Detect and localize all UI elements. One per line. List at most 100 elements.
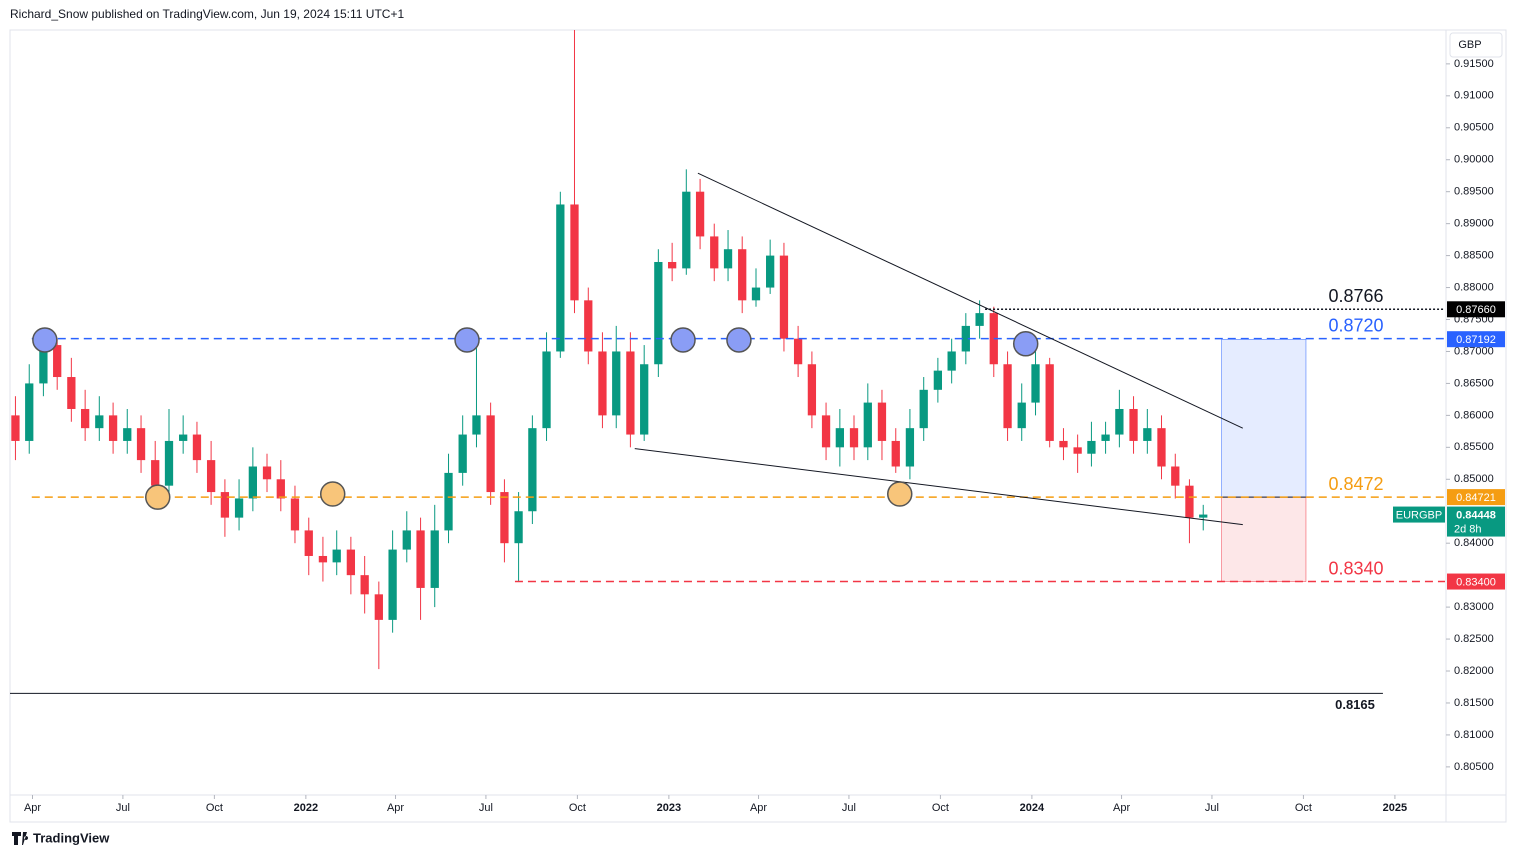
y-tick-label: 0.90000 bbox=[1454, 154, 1494, 166]
candle-body bbox=[290, 498, 300, 531]
candle-body bbox=[234, 498, 244, 518]
candle-body bbox=[626, 351, 635, 435]
touch-point bbox=[32, 327, 58, 353]
candle-body bbox=[1087, 440, 1096, 454]
candle-body bbox=[710, 236, 719, 269]
candle-body bbox=[486, 415, 495, 493]
candle-body bbox=[248, 466, 257, 499]
candle-body bbox=[598, 351, 607, 416]
candle-body bbox=[1059, 440, 1068, 448]
candle-body bbox=[905, 428, 915, 467]
brand-logo[interactable] bbox=[12, 832, 29, 845]
price-tag bbox=[1447, 573, 1505, 590]
candle-body bbox=[751, 287, 761, 301]
y-tick-label: 0.80500 bbox=[1454, 761, 1494, 773]
candle-body bbox=[1017, 402, 1026, 429]
price-tag-label: 0.87660 bbox=[1456, 304, 1496, 316]
price-tag-label: 0.84721 bbox=[1456, 492, 1496, 504]
y-tick-label: 0.86500 bbox=[1454, 377, 1494, 389]
x-tick-label: Apr bbox=[1113, 802, 1130, 814]
y-tick-label: 0.81000 bbox=[1454, 729, 1494, 741]
candle-body bbox=[458, 434, 467, 473]
countdown-label: 2d 8h bbox=[1454, 523, 1482, 535]
candle-body bbox=[668, 261, 677, 269]
y-tick-label: 0.88000 bbox=[1454, 281, 1494, 293]
candle-body bbox=[430, 530, 439, 588]
candle-body bbox=[919, 389, 928, 429]
price-tag-label: 0.87192 bbox=[1456, 334, 1496, 346]
level-label: 0.8766 bbox=[1328, 286, 1383, 306]
candle-body bbox=[67, 377, 76, 409]
candle-body bbox=[695, 191, 705, 237]
candle-body bbox=[793, 338, 803, 365]
y-tick-label: 0.91500 bbox=[1454, 58, 1494, 70]
currency-button[interactable] bbox=[1449, 32, 1503, 58]
candle-body bbox=[472, 415, 481, 435]
candle-body bbox=[192, 434, 202, 461]
x-tick-label: Jul bbox=[479, 802, 493, 814]
candle-body bbox=[1171, 466, 1180, 486]
candle-body bbox=[388, 549, 397, 620]
candle-body bbox=[835, 428, 844, 448]
touch-point bbox=[454, 327, 480, 353]
candle-body bbox=[179, 434, 188, 441]
candle-body bbox=[1115, 408, 1124, 435]
currency-label[interactable]: GBP bbox=[1458, 39, 1481, 51]
candle-body bbox=[123, 428, 132, 441]
x-tick-label: Oct bbox=[1295, 802, 1312, 814]
candle-body bbox=[262, 466, 272, 480]
x-tick-label: 2024 bbox=[1020, 802, 1045, 814]
header-text: Richard_Snow published on TradingView.co… bbox=[10, 7, 404, 21]
x-tick-label: 2022 bbox=[294, 802, 318, 814]
x-tick-label: Apr bbox=[750, 802, 767, 814]
chart-frame bbox=[9, 29, 1507, 823]
plot-area bbox=[10, 30, 1445, 694]
x-tick-label: Jul bbox=[842, 802, 856, 814]
candle-body bbox=[360, 575, 369, 595]
touch-point bbox=[887, 481, 913, 507]
candle-body bbox=[276, 479, 285, 499]
candle-body bbox=[863, 402, 872, 448]
candle-body bbox=[779, 255, 789, 339]
candle-body bbox=[584, 300, 593, 352]
candle-body bbox=[947, 351, 956, 371]
candle-body bbox=[528, 428, 537, 512]
candle-body bbox=[1003, 364, 1012, 429]
candle-body bbox=[220, 492, 230, 518]
candle-body bbox=[332, 549, 341, 563]
y-tick-label: 0.84000 bbox=[1454, 537, 1494, 549]
candle-body bbox=[136, 428, 146, 461]
candle-body bbox=[108, 415, 118, 441]
y-tick-label: 0.82000 bbox=[1454, 665, 1494, 677]
level-label: 0.8165 bbox=[1335, 697, 1375, 712]
logo-mark[interactable] bbox=[12, 832, 29, 845]
candle-body bbox=[933, 370, 943, 390]
brand-name[interactable]: TradingView bbox=[33, 830, 110, 845]
candle-body bbox=[849, 428, 859, 448]
y-tick-label: 0.91000 bbox=[1454, 90, 1494, 102]
candle-body bbox=[304, 530, 313, 556]
price-tag bbox=[1447, 331, 1505, 348]
candle-body bbox=[877, 402, 887, 441]
candle-body bbox=[766, 255, 775, 288]
candle-body bbox=[1143, 428, 1152, 441]
candle-body bbox=[374, 594, 383, 620]
candle-body bbox=[416, 530, 425, 588]
candle-body bbox=[612, 351, 621, 416]
trendline bbox=[697, 172, 1244, 429]
candle-body bbox=[1073, 447, 1082, 454]
x-tick-label: Oct bbox=[932, 802, 949, 814]
x-tick-label: Oct bbox=[569, 802, 586, 814]
candle-body bbox=[654, 261, 663, 365]
candle-body bbox=[1185, 485, 1194, 518]
stop-zone bbox=[1221, 496, 1307, 582]
touch-point bbox=[1012, 331, 1039, 357]
x-tick-label: Oct bbox=[206, 802, 223, 814]
candle-body bbox=[723, 249, 733, 269]
candle-body bbox=[682, 191, 691, 269]
candle-body bbox=[81, 408, 90, 429]
y-tick-label: 0.85500 bbox=[1454, 441, 1494, 453]
candle-body bbox=[1031, 364, 1040, 403]
